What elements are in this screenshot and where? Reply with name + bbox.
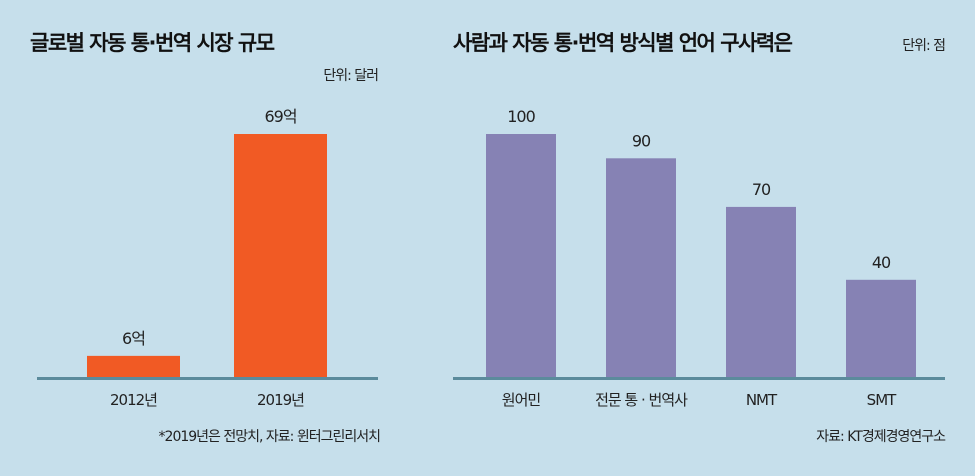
right-chart-note: 자료: KT경제경영연구소 bbox=[816, 429, 946, 445]
right-bar-1 bbox=[606, 158, 676, 377]
right-chart-title: 사람과 자동 통·번역 방식별 언어 구사력은 bbox=[453, 31, 793, 55]
left-category-label-1: 2019년 bbox=[257, 391, 304, 409]
right-value-label-2: 70 bbox=[752, 180, 771, 199]
left-category-label-0: 2012년 bbox=[110, 391, 157, 409]
right-chart: 사람과 자동 통·번역 방식별 언어 구사력은 단위: 점 100 원어민 90 전문… bbox=[453, 31, 947, 445]
right-category-label-2: NMT bbox=[746, 391, 778, 409]
right-bar-2 bbox=[726, 206, 796, 377]
left-chart-title: 글로벌 자동 통·번역 시장 규모 bbox=[30, 31, 275, 55]
right-category-label-3: SMT bbox=[867, 391, 897, 409]
left-value-label-1: 69억 bbox=[264, 107, 296, 126]
left-chart-note: *2019년은 전망치, 자료: 윈터그린리서치 bbox=[159, 429, 381, 445]
right-category-label-0: 원어민 bbox=[502, 391, 541, 409]
left-chart-unit: 단위: 달러 bbox=[323, 68, 378, 84]
right-value-label-0: 100 bbox=[507, 107, 535, 126]
right-bar-3 bbox=[846, 279, 916, 377]
right-chart-unit: 단위: 점 bbox=[902, 38, 945, 54]
left-bar-0 bbox=[87, 355, 180, 377]
right-value-label-3: 40 bbox=[872, 253, 891, 272]
right-value-label-1: 90 bbox=[632, 131, 651, 150]
left-value-label-0: 6억 bbox=[122, 329, 145, 348]
right-category-label-1: 전문 통 · 번역사 bbox=[595, 391, 688, 409]
left-bar-1 bbox=[234, 134, 327, 377]
left-chart: 글로벌 자동 통·번역 시장 규모 단위: 달러 6억 2012년 69억 2019년… bbox=[30, 31, 381, 445]
right-bar-0 bbox=[486, 134, 556, 377]
